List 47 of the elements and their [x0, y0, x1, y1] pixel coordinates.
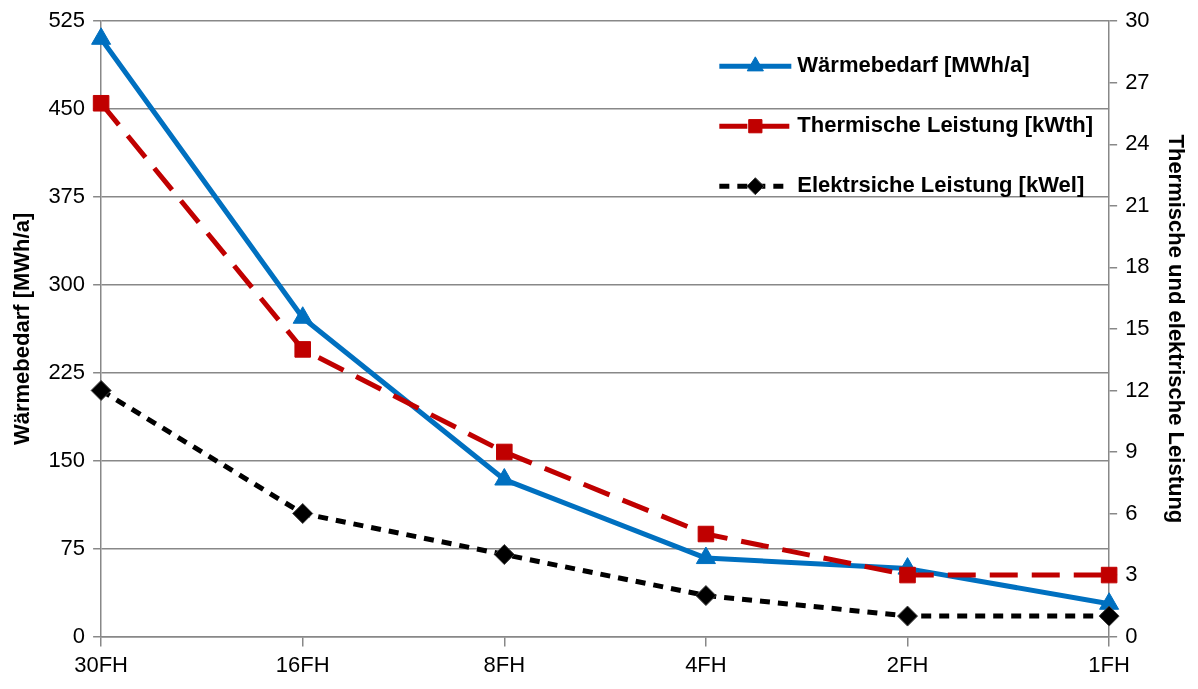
y2-tick-label: 15: [1125, 314, 1150, 340]
y2-tick-label: 27: [1125, 68, 1150, 94]
x-tick-label: 4FH: [685, 651, 727, 677]
legend-label: Thermische Leistung [kWth]: [797, 112, 1094, 138]
point: [92, 94, 110, 112]
point: [899, 566, 916, 584]
y2-tick-label: 6: [1125, 499, 1138, 525]
y-tick-label: 225: [48, 358, 86, 384]
point: [695, 585, 717, 607]
point: [91, 27, 112, 45]
y-axis-title: Wärmebedarf [MWh/a]: [9, 212, 35, 446]
point: [494, 468, 515, 486]
x-tick-label: 2FH: [886, 651, 929, 677]
y-tick-label: 450: [48, 95, 86, 121]
y2-tick-label: 30: [1125, 7, 1150, 33]
x-tick-label: 30FH: [74, 651, 128, 677]
point: [90, 379, 112, 401]
point: [292, 503, 314, 525]
y-tick-label: 525: [48, 7, 86, 33]
point: [1099, 592, 1120, 610]
x-tick-label: 8FH: [483, 651, 526, 677]
y-tick-label: 375: [48, 183, 86, 209]
x-tick-label: 16FH: [275, 651, 330, 677]
y-tick-label: 150: [48, 446, 86, 472]
y2-axis-title: Thermische und elektrische Leistung: [1163, 134, 1189, 524]
y2-tick-label: 18: [1125, 253, 1150, 279]
point: [493, 544, 515, 566]
point: [1098, 605, 1120, 627]
y-tick-label: 300: [48, 271, 86, 297]
legend-label: Elektrsiche Leistung [kWel]: [797, 172, 1085, 198]
legend-label: Wärmebedarf [MWh/a]: [797, 52, 1030, 78]
point: [292, 306, 313, 324]
y-tick-label: 0: [72, 622, 86, 648]
y2-tick-label: 12: [1125, 376, 1150, 402]
point: [695, 546, 716, 565]
x-tick-label: 1FH: [1088, 651, 1130, 677]
y2-tick-label: 3: [1125, 561, 1138, 587]
point: [897, 605, 919, 627]
point: [496, 443, 513, 461]
y2-tick-label: 9: [1125, 438, 1138, 464]
y-tick-label: 75: [60, 534, 86, 560]
point: [1100, 566, 1118, 584]
point: [294, 341, 311, 358]
y2-tick-label: 0: [1125, 622, 1138, 648]
y2-tick-label: 21: [1125, 191, 1150, 217]
y2-tick-label: 24: [1125, 130, 1150, 156]
point: [697, 525, 715, 543]
